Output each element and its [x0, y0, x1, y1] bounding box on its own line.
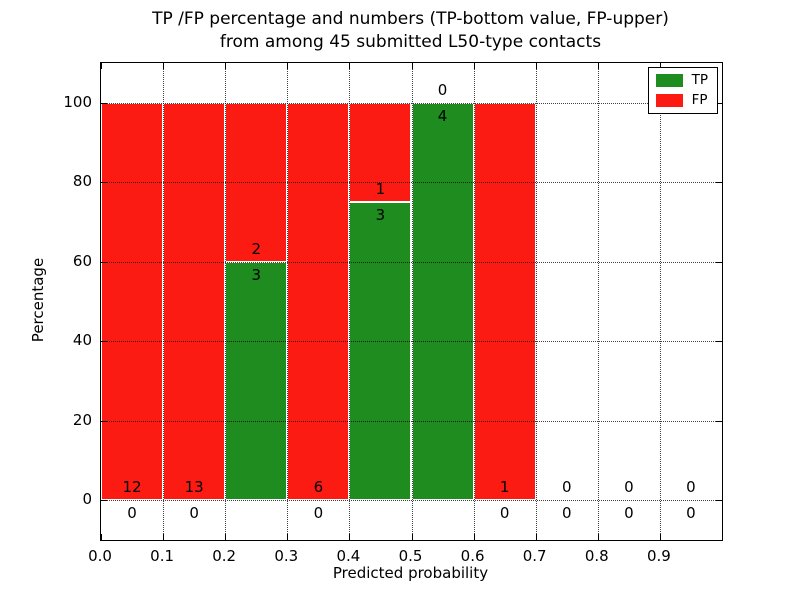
- chart-title-line1: TP /FP percentage and numbers (TP-bottom…: [152, 9, 669, 29]
- xtick-bottom-3: [287, 534, 289, 540]
- annotation-fp-bin9: 0: [686, 478, 696, 497]
- annotation-fp-bin7: 0: [561, 478, 572, 497]
- annotation-tp-bin4: 3: [375, 206, 386, 225]
- ytick-right-40: [716, 341, 722, 343]
- bar-fp-bin6: [473, 102, 536, 501]
- gridline-v-0.4: [349, 63, 351, 540]
- y-axis-label: Percentage: [29, 257, 47, 343]
- legend-label-fp: FP: [691, 92, 708, 108]
- annotation-tp-bin5: 4: [437, 106, 448, 125]
- chart-title-line2: from among 45 submitted L50-type contact…: [219, 32, 602, 52]
- xtick-bottom-1: [163, 534, 165, 540]
- annotation-fp-bin4: 1: [375, 180, 386, 199]
- x-tick-label-0.5: 0.5: [398, 547, 423, 565]
- bar-fp-bin1: [163, 102, 226, 501]
- xtick-bottom-4: [349, 534, 351, 540]
- xtick-top-3: [287, 63, 289, 69]
- x-tick-label-0.8: 0.8: [584, 547, 609, 565]
- bar-tp-bin4: [349, 202, 412, 501]
- annotation-fp-bin3: 6: [313, 478, 324, 497]
- annotation-tp-bin6: 0: [499, 504, 510, 523]
- y-tick-label-40: 40: [72, 331, 92, 350]
- xtick-bottom-9: [659, 534, 661, 540]
- xtick-bottom-8: [597, 534, 599, 540]
- ytick-right-20: [716, 420, 722, 422]
- annotation-tp-bin9: 0: [686, 504, 696, 523]
- annotation-tp-bin1: 0: [189, 504, 199, 523]
- ytick-left-0: [101, 500, 107, 502]
- annotation-fp-bin1: 13: [184, 478, 204, 497]
- xtick-top-5: [411, 63, 413, 69]
- y-tick-label-0: 0: [82, 490, 92, 509]
- ytick-left-80: [101, 182, 107, 184]
- annotation-fp-bin5: 0: [437, 80, 448, 99]
- gridline-v-0.8: [597, 63, 599, 540]
- bar-tp-bin5: [411, 102, 474, 501]
- xtick-top-7: [535, 63, 537, 69]
- x-axis-label: Predicted probability: [332, 564, 489, 582]
- xtick-top-8: [597, 63, 599, 69]
- annotation-fp-bin6: 1: [499, 478, 510, 497]
- ytick-left-60: [101, 261, 107, 263]
- gridline-v-0.5: [411, 63, 413, 540]
- bar-fp-bin0: [101, 102, 164, 501]
- x-tick-label-0.0: 0.0: [88, 547, 112, 565]
- xtick-top-1: [163, 63, 165, 69]
- legend-swatch-tp: [655, 74, 683, 87]
- gridline-v-0.7: [535, 63, 537, 540]
- ytick-right-60: [716, 261, 722, 263]
- y-tick-label-60: 60: [72, 251, 92, 270]
- annotation-tp-bin2: 3: [251, 265, 261, 284]
- y-tick-label-80: 80: [72, 172, 92, 191]
- legend-swatch-fp: [655, 94, 683, 107]
- bar-tp-bin2: [225, 261, 288, 501]
- bar-fp-bin3: [287, 102, 350, 501]
- annotation-fp-bin2: 2: [251, 239, 261, 258]
- x-tick-label-0.6: 0.6: [460, 547, 485, 565]
- plot-area: 12 0 13 0 2 3 6 0 1 3 0 4 1 0 0 0 0 0 0 0 TP FP: [100, 62, 723, 541]
- xtick-bottom-5: [411, 534, 413, 540]
- xtick-top-2: [225, 63, 227, 69]
- legend-row-fp: FP: [655, 92, 708, 108]
- x-tick-label-0.2: 0.2: [212, 547, 237, 565]
- ytick-right-0: [716, 500, 722, 502]
- x-tick-label-0.7: 0.7: [522, 547, 547, 565]
- xtick-top-6: [473, 63, 475, 69]
- xtick-bottom-2: [225, 534, 227, 540]
- xtick-top-9: [659, 63, 661, 69]
- xtick-bottom-7: [535, 534, 537, 540]
- gridline-v-0.2: [225, 63, 227, 540]
- xtick-bottom-6: [473, 534, 475, 540]
- legend-row-tp: TP: [655, 72, 708, 88]
- xtick-top-0: [101, 63, 102, 69]
- annotation-fp-bin0: 12: [122, 478, 142, 497]
- y-tick-label-20: 20: [72, 410, 92, 429]
- gridline-v-0.3: [287, 63, 289, 540]
- gridline-v-0.6: [473, 63, 475, 540]
- ytick-left-20: [101, 420, 107, 422]
- ytick-left-40: [101, 341, 107, 343]
- annotation-fp-bin8: 0: [624, 478, 634, 497]
- y-tick-label-100: 100: [63, 92, 92, 111]
- ytick-left-100: [101, 102, 107, 104]
- gridline-v-0.1: [163, 63, 165, 540]
- annotation-tp-bin7: 0: [561, 504, 572, 523]
- legend-label-tp: TP: [691, 72, 708, 88]
- ytick-right-100: [716, 102, 722, 104]
- chart-title: TP /FP percentage and numbers (TP-bottom…: [100, 8, 721, 54]
- legend: TP FP: [647, 67, 718, 114]
- annotation-tp-bin3: 0: [313, 504, 324, 523]
- x-tick-label-0.4: 0.4: [336, 547, 361, 565]
- xtick-bottom-0: [101, 534, 102, 540]
- ytick-right-80: [716, 182, 722, 184]
- xtick-top-4: [349, 63, 351, 69]
- x-tick-label-0.3: 0.3: [274, 547, 299, 565]
- annotation-tp-bin0: 0: [127, 504, 137, 523]
- annotation-tp-bin8: 0: [624, 504, 634, 523]
- gridline-v-0.9: [659, 63, 661, 540]
- x-tick-label-0.1: 0.1: [150, 547, 175, 565]
- x-tick-label-0.9: 0.9: [646, 547, 671, 565]
